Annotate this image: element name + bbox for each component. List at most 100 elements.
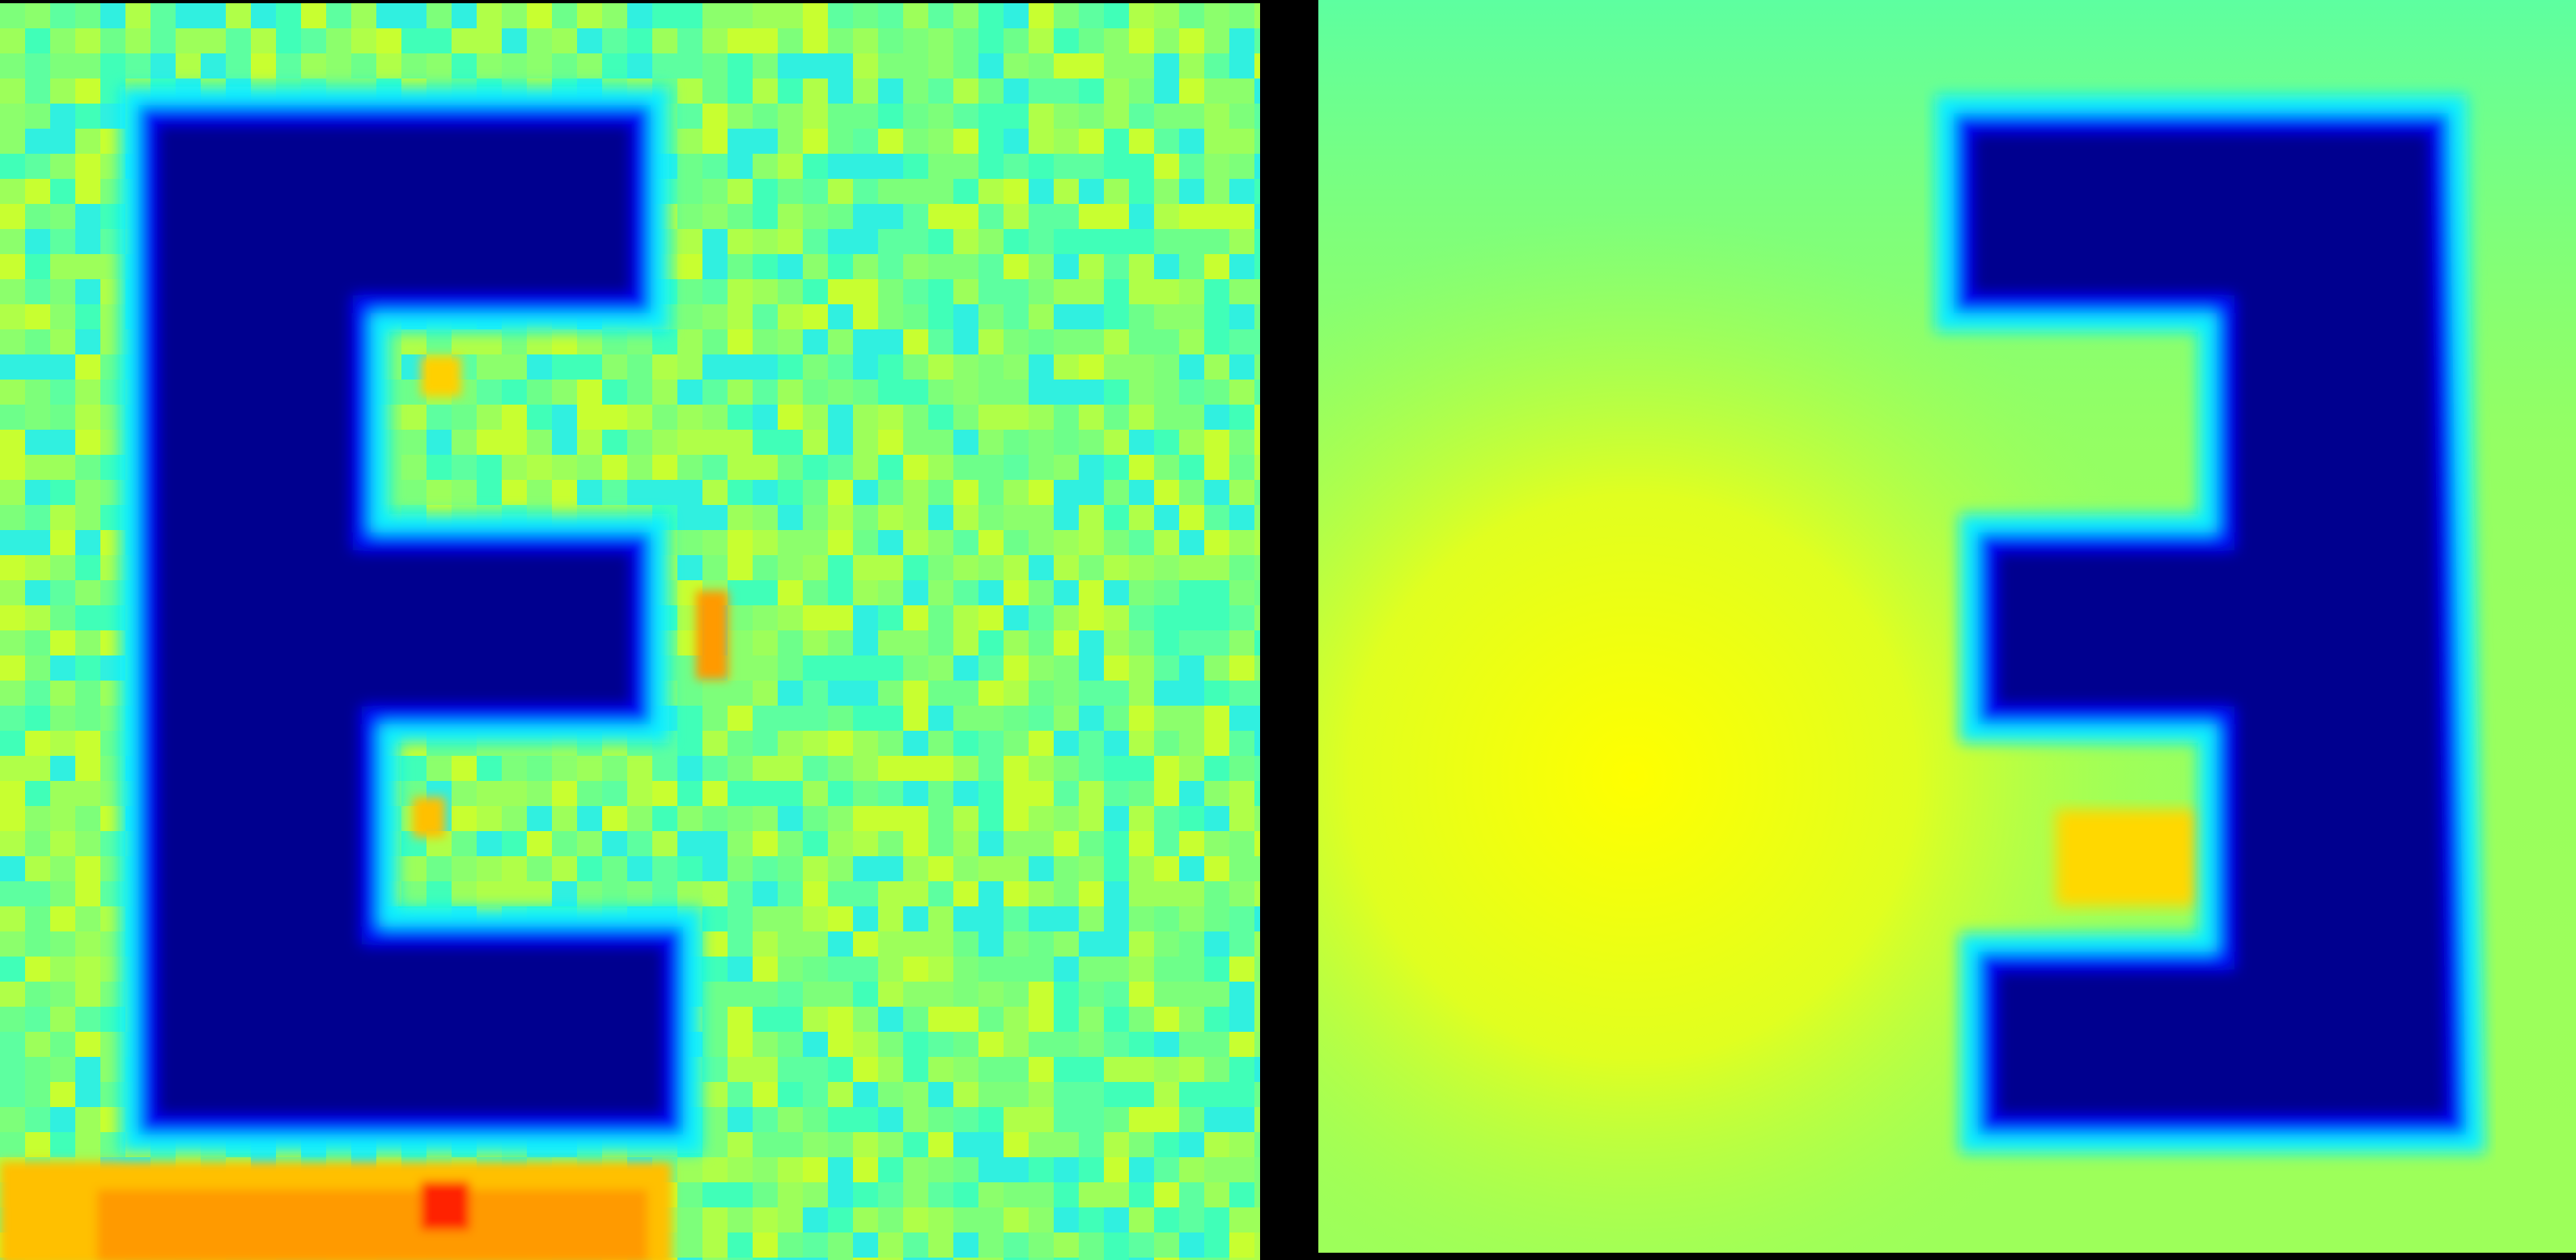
noise-cell bbox=[226, 53, 251, 78]
noise-cell bbox=[903, 1258, 928, 1260]
noise-cell bbox=[75, 1057, 100, 1082]
noise-cell bbox=[1079, 806, 1104, 831]
noise-cell bbox=[677, 28, 702, 53]
noise-cell bbox=[1129, 329, 1154, 354]
noise-cell bbox=[828, 480, 853, 505]
noise-cell bbox=[1179, 154, 1204, 179]
noise-cell bbox=[502, 856, 527, 881]
noise-cell bbox=[728, 179, 753, 204]
noise-cell bbox=[1029, 53, 1054, 78]
noise-cell bbox=[828, 681, 853, 706]
noise-cell bbox=[1254, 179, 1260, 204]
noise-cell bbox=[1054, 806, 1079, 831]
noise-cell bbox=[1204, 856, 1229, 881]
noise-cell bbox=[351, 3, 376, 28]
noise-cell bbox=[903, 480, 928, 505]
noise-cell bbox=[953, 605, 978, 630]
noise-cell bbox=[878, 430, 903, 455]
noise-cell bbox=[0, 1082, 25, 1107]
noise-cell bbox=[903, 1107, 928, 1132]
noise-cell bbox=[828, 3, 853, 28]
noise-cell bbox=[978, 555, 1004, 580]
noise-cell bbox=[1029, 104, 1054, 129]
noise-cell bbox=[1204, 580, 1229, 605]
noise-cell bbox=[828, 129, 853, 154]
noise-cell bbox=[853, 756, 878, 781]
noise-cell bbox=[401, 430, 427, 455]
noise-cell bbox=[978, 1107, 1004, 1132]
noise-cell bbox=[778, 931, 803, 957]
noise-cell bbox=[1229, 354, 1254, 380]
noise-cell bbox=[401, 856, 427, 881]
noise-cell bbox=[903, 1032, 928, 1057]
noise-cell bbox=[452, 329, 477, 354]
noise-cell bbox=[1029, 28, 1054, 53]
noise-cell bbox=[1129, 129, 1154, 154]
noise-cell bbox=[928, 931, 953, 957]
noise-cell bbox=[452, 831, 477, 856]
noise-cell bbox=[677, 254, 702, 279]
noise-cell bbox=[1254, 756, 1260, 781]
noise-cell bbox=[978, 881, 1004, 906]
noise-cell bbox=[677, 505, 702, 530]
noise-cell bbox=[828, 605, 853, 630]
noise-cell bbox=[1229, 1157, 1254, 1182]
noise-cell bbox=[0, 655, 25, 681]
noise-cell bbox=[753, 856, 778, 881]
noise-cell bbox=[928, 354, 953, 380]
noise-cell bbox=[251, 28, 276, 53]
noise-cell bbox=[803, 204, 828, 229]
noise-cell bbox=[753, 129, 778, 154]
noise-cell bbox=[1129, 104, 1154, 129]
noise-cell bbox=[1129, 957, 1154, 982]
noise-cell bbox=[552, 405, 577, 430]
noise-cell bbox=[1154, 530, 1179, 555]
noise-cell bbox=[1104, 329, 1129, 354]
noise-cell bbox=[953, 681, 978, 706]
noise-cell bbox=[1204, 354, 1229, 380]
noise-cell bbox=[1104, 630, 1129, 655]
noise-cell bbox=[778, 129, 803, 154]
noise-cell bbox=[1079, 1057, 1104, 1082]
noise-cell bbox=[75, 304, 100, 329]
noise-cell bbox=[1079, 1182, 1104, 1207]
noise-cell bbox=[452, 53, 477, 78]
noise-cell bbox=[1029, 756, 1054, 781]
noise-cell bbox=[1104, 731, 1129, 756]
noise-cell bbox=[1129, 1258, 1154, 1260]
noise-cell bbox=[50, 405, 75, 430]
noise-cell bbox=[928, 1207, 953, 1232]
noise-cell bbox=[125, 53, 151, 78]
noise-cell bbox=[1204, 78, 1229, 104]
noise-cell bbox=[878, 1057, 903, 1082]
noise-cell bbox=[1104, 254, 1129, 279]
noise-cell bbox=[652, 756, 677, 781]
noise-cell bbox=[1129, 455, 1154, 480]
noise-cell bbox=[878, 580, 903, 605]
noise-cell bbox=[1229, 530, 1254, 555]
noise-cell bbox=[50, 28, 75, 53]
noise-cell bbox=[25, 681, 50, 706]
noise-cell bbox=[828, 806, 853, 831]
noise-cell bbox=[50, 179, 75, 204]
noise-cell bbox=[1104, 931, 1129, 957]
noise-cell bbox=[778, 530, 803, 555]
noise-cell bbox=[828, 1057, 853, 1082]
noise-cell bbox=[1129, 380, 1154, 405]
noise-cell bbox=[502, 881, 527, 906]
noise-cell bbox=[778, 53, 803, 78]
noise-cell bbox=[1179, 480, 1204, 505]
noise-cell bbox=[803, 1157, 828, 1182]
noise-cell bbox=[75, 1082, 100, 1107]
noise-cell bbox=[1179, 1132, 1204, 1157]
noise-cell bbox=[1079, 756, 1104, 781]
noise-cell bbox=[878, 756, 903, 781]
noise-cell bbox=[1254, 154, 1260, 179]
noise-cell bbox=[1054, 104, 1079, 129]
noise-cell bbox=[1104, 982, 1129, 1007]
noise-cell bbox=[677, 78, 702, 104]
left-panel-heatmap bbox=[0, 3, 1260, 1260]
noise-cell bbox=[903, 304, 928, 329]
noise-cell bbox=[878, 1258, 903, 1260]
noise-cell bbox=[25, 781, 50, 806]
